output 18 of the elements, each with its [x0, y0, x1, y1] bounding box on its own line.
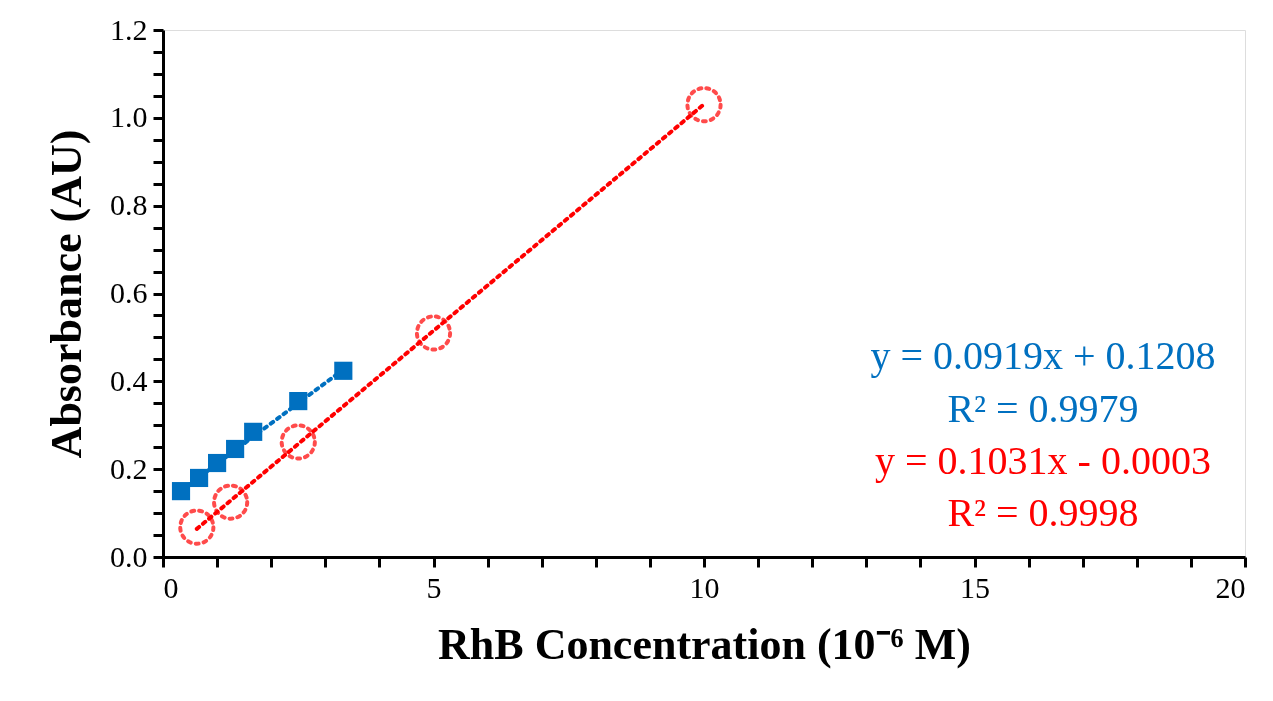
x-tick-label: 20 — [1215, 570, 1246, 604]
x-tick-label: 10 — [689, 570, 720, 604]
annotation: y = 0.0919x + 0.1208 — [870, 333, 1216, 378]
x-axis-title: RhB Concentration (10⁻⁶ M) — [438, 619, 971, 669]
annotation: R² = 0.9998 — [947, 490, 1139, 535]
annotation: R² = 0.9979 — [947, 386, 1139, 431]
annotation: y = 0.1031x - 0.0003 — [875, 438, 1211, 483]
y-tick-label: 0.6 — [110, 276, 148, 309]
x-tick-label: 0 — [163, 570, 179, 604]
y-tick-label: 0.2 — [110, 451, 148, 485]
x-tick-label: 5 — [426, 570, 442, 604]
y-axis-title: Absorbance (AU) — [42, 129, 91, 459]
x-tick-label: 15 — [960, 570, 990, 604]
y-tick-label: 1.0 — [110, 100, 148, 134]
y-tick-label: 0.4 — [110, 363, 148, 397]
y-tick-label: 0.8 — [110, 188, 148, 222]
y-tick-label: 1.2 — [110, 12, 148, 46]
y-tick-label: 0.0 — [110, 539, 148, 573]
